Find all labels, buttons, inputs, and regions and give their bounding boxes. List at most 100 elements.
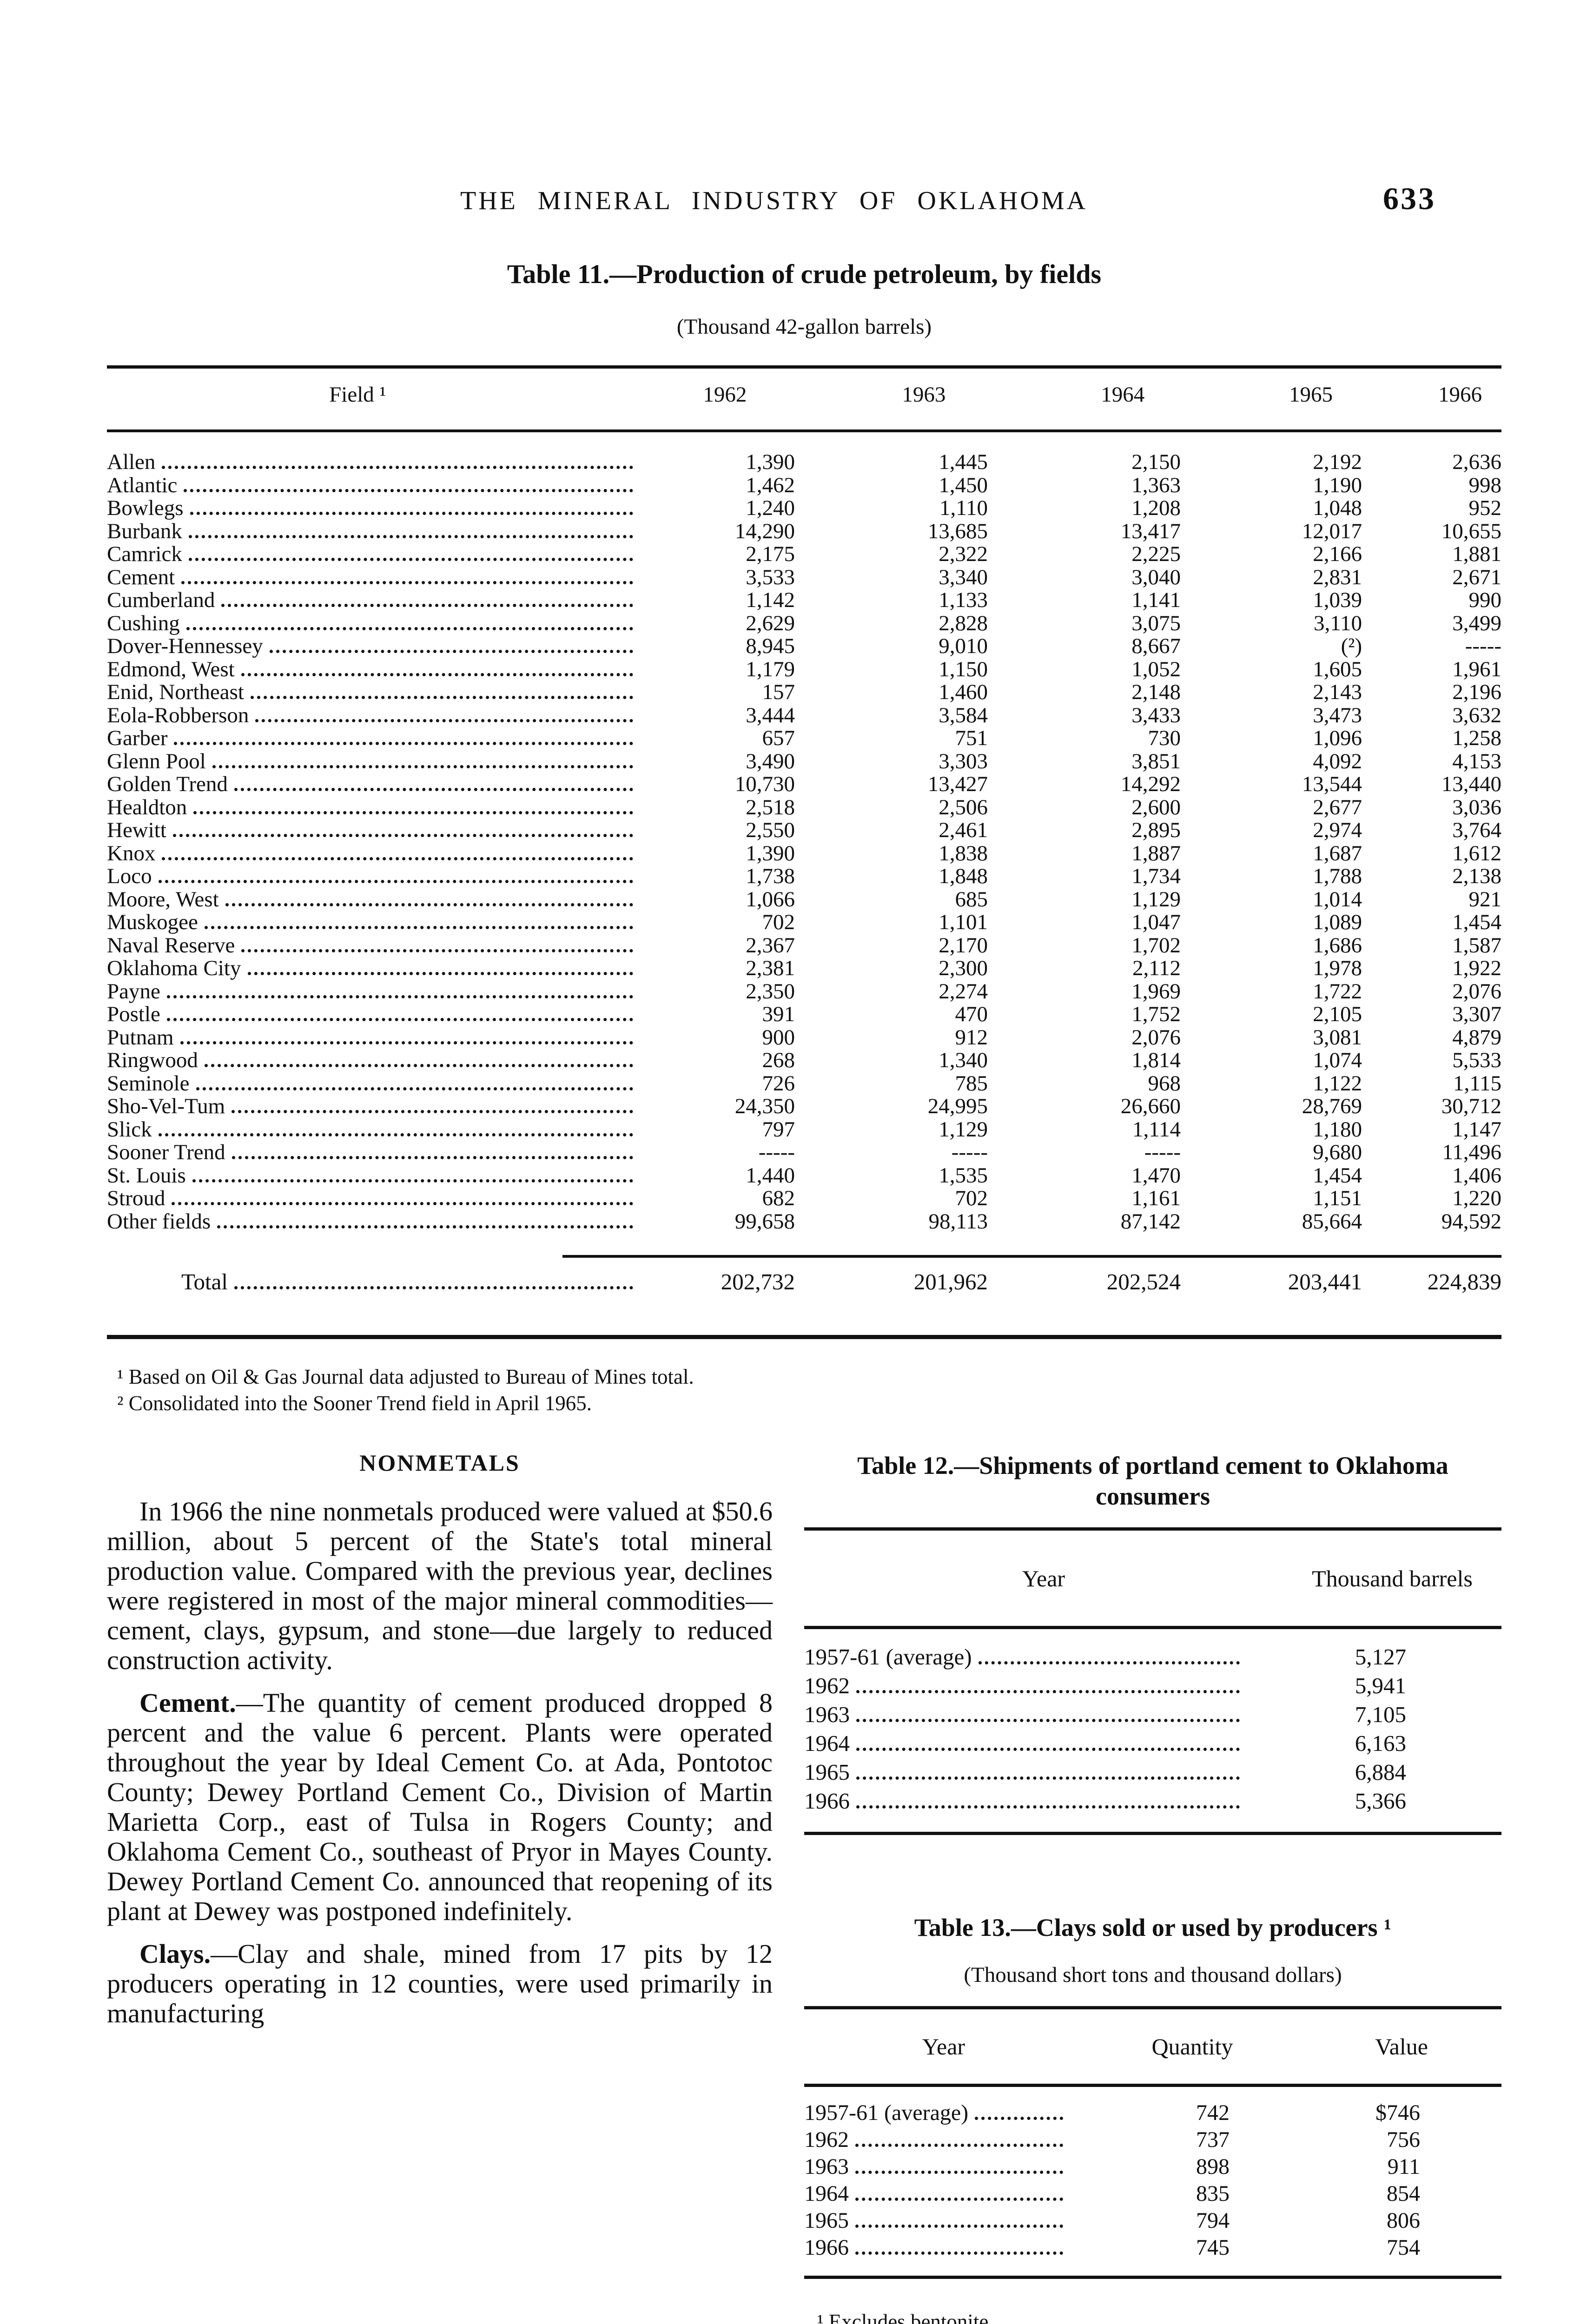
value-1966: -----	[1465, 634, 1501, 658]
field-name: Allen	[107, 450, 156, 474]
table11-row: Postle 391 470 1,752 2,105 3,307	[107, 1003, 1501, 1026]
dotted-leader	[855, 2198, 1063, 2201]
value-1962: 682	[762, 1186, 795, 1210]
table13-footnote: ¹ Excludes bentonite.	[817, 2310, 994, 2324]
page-number: 633	[1383, 181, 1436, 216]
field-name: Muskogee	[107, 910, 198, 934]
year-label: 1957-61 (average)	[804, 1644, 972, 1670]
dotted-leader	[856, 1776, 1240, 1780]
year-label: 1963	[804, 2154, 849, 2179]
quantity-value: 835	[1196, 2181, 1230, 2206]
table11-row: Eola-Robberson 3,444 3,584 3,433 3,473 3…	[107, 704, 1501, 727]
table11-col-1965: 1965	[1289, 383, 1333, 407]
table11-row: Garber 657 751 730 1,096 1,258	[107, 727, 1501, 750]
value-1965: 1,687	[1313, 841, 1362, 865]
value-1964: 1,752	[1131, 1002, 1181, 1026]
value-1962: 2,367	[746, 933, 795, 957]
table12-body: 1957-61 (average) 5,127 1962 5,941 1963 …	[804, 1629, 1501, 1832]
table13-row: 1966 745 754	[804, 2235, 1501, 2262]
value-1963: 13,685	[927, 519, 988, 543]
value-1966: 4,879	[1452, 1025, 1501, 1050]
value-1964: 3,040	[1131, 565, 1181, 589]
table13-col-quantity: Quantity	[1151, 2034, 1233, 2060]
field-name: Seminole	[107, 1071, 190, 1096]
thousand-barrels-value: 6,163	[1355, 1730, 1406, 1756]
value-1964: 14,292	[1120, 772, 1181, 796]
table13-col-year: Year	[922, 2034, 965, 2060]
running-head-title: THE MINERAL INDUSTRY OF OKLAHOMA	[460, 186, 1088, 215]
table12-header-rule	[804, 1626, 1501, 1629]
value-1966: 1,454	[1452, 910, 1501, 934]
field-name: Garber	[107, 726, 168, 750]
dotted-leader	[172, 1202, 633, 1205]
value-1965: 2,677	[1313, 795, 1362, 819]
value-1964: 1,734	[1131, 864, 1181, 888]
field-name: Slick	[107, 1117, 152, 1142]
value-1962: 2,550	[746, 818, 795, 842]
value-1962: -----	[758, 1140, 795, 1164]
dotted-leader	[255, 719, 633, 722]
value-1965: 3,081	[1313, 1025, 1362, 1050]
value-1966: 1,147	[1452, 1117, 1501, 1142]
table12-row: 1964 6,163	[804, 1730, 1501, 1758]
value-1966: 13,440	[1441, 772, 1501, 796]
table11-row: Atlantic 1,462 1,450 1,363 1,190 998	[107, 474, 1501, 497]
table12-title: Table 12.—Shipments of portland cement t…	[857, 1452, 1448, 1510]
value-1965: 1,180	[1313, 1117, 1362, 1142]
value-1964: 1,052	[1131, 657, 1181, 681]
value-1965: 13,544	[1302, 772, 1362, 796]
thousand-barrels-value: 5,941	[1355, 1673, 1406, 1698]
quantity-value: 898	[1196, 2154, 1230, 2179]
field-name: Edmond, West	[107, 657, 235, 681]
dotted-leader	[188, 535, 633, 538]
nonmetals-heading: NONMETALS	[359, 1450, 520, 1476]
dotted-leader	[204, 926, 633, 929]
value-1965: 1,039	[1313, 588, 1362, 612]
table11-row: Payne 2,350 2,274 1,969 1,722 2,076	[107, 980, 1501, 1004]
table13-col-value: Value	[1375, 2034, 1428, 2060]
dotted-leader	[166, 995, 633, 998]
value-1962: 3,444	[746, 703, 795, 727]
value-1963: 1,101	[939, 910, 988, 934]
table13-header-rule	[804, 2084, 1501, 2087]
field-name: Cushing	[107, 611, 180, 635]
value-1963: 1,460	[939, 680, 988, 704]
value-1965: 1,788	[1313, 864, 1362, 888]
value-1963: 912	[955, 1025, 988, 1050]
clays-lead-in: Clays.	[139, 1939, 211, 1969]
value-1965: 3,110	[1313, 611, 1362, 635]
table11-total-1962: 202,732	[721, 1269, 795, 1294]
value-1963: 1,340	[939, 1048, 988, 1072]
value-1965: 1,122	[1313, 1071, 1362, 1096]
value-1966: 11,496	[1442, 1140, 1501, 1164]
field-name: Other fields	[107, 1209, 211, 1234]
cement-paragraph: Cement.—The quantity of cement produced …	[107, 1688, 773, 1926]
dotted-leader	[192, 1179, 633, 1182]
field-name: Dover-Hennessey	[107, 634, 263, 658]
value-1963: 3,340	[939, 565, 988, 589]
value-1963: 751	[955, 726, 988, 750]
value-1964: 968	[1148, 1071, 1181, 1096]
value-1962: 1,142	[746, 588, 795, 612]
value-1962: 99,658	[734, 1209, 795, 1234]
value-1963: 2,322	[939, 542, 988, 566]
value-1963: 3,584	[939, 703, 988, 727]
table11-row: Slick 797 1,129 1,114 1,180 1,147	[107, 1118, 1501, 1142]
table11-row: Camrick 2,175 2,322 2,225 2,166 1,881	[107, 543, 1501, 566]
value-1964: 1,161	[1131, 1186, 1181, 1210]
value-1965: 9,680	[1313, 1140, 1362, 1164]
value-1964: 730	[1148, 726, 1181, 750]
value-1964: 13,417	[1120, 519, 1181, 543]
table11-total-1963: 201,962	[913, 1269, 988, 1294]
value-1964: 87,142	[1120, 1209, 1181, 1234]
dotted-leader	[855, 2171, 1063, 2174]
value-1962: 797	[762, 1117, 795, 1142]
value-1966: 3,036	[1452, 795, 1501, 819]
table12-row: 1965 6,884	[804, 1758, 1501, 1787]
table13-row: 1957-61 (average) 742 $746	[804, 2100, 1501, 2127]
value-1962: 1,240	[746, 496, 795, 520]
value-1963: 702	[955, 1186, 988, 1210]
field-name: Burbank	[107, 519, 182, 543]
table11-body: Allen 1,390 1,445 2,150 2,192 2,636 Atla…	[107, 451, 1501, 1233]
field-name: Cumberland	[107, 588, 215, 612]
